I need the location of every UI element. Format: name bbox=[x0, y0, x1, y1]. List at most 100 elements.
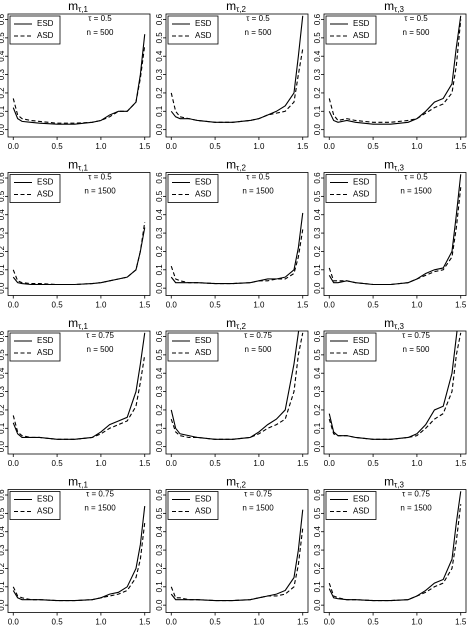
y-tick-label: 0.1 bbox=[0, 422, 6, 434]
series-line bbox=[170, 15, 304, 123]
legend-label: ASD bbox=[195, 31, 212, 40]
y-tick-label: 0.3 bbox=[313, 385, 322, 397]
series-line bbox=[170, 509, 304, 602]
y-tick-label: 0.6 bbox=[0, 13, 6, 25]
legend-label: ESD bbox=[353, 19, 370, 28]
plot-frame bbox=[7, 172, 151, 296]
title-subscript: τ,3 bbox=[394, 164, 404, 173]
series-line bbox=[12, 221, 146, 286]
y-tick-label: 0.5 bbox=[313, 507, 322, 519]
plot-frame bbox=[165, 330, 309, 455]
x-tick-label: 0.0 bbox=[8, 618, 20, 627]
y-tick-label: 0.3 bbox=[313, 227, 322, 239]
title-main: m bbox=[384, 316, 394, 330]
plot-frame bbox=[323, 13, 467, 138]
y-tick-label: 0.4 bbox=[155, 367, 164, 379]
y-tick-label: 0.4 bbox=[313, 367, 322, 379]
annotation: τ = 0.75 bbox=[402, 490, 430, 499]
panel-title: mτ,2 bbox=[226, 316, 246, 331]
plot-frame bbox=[323, 489, 467, 613]
series-line bbox=[328, 491, 462, 602]
y-tick-label: 0.3 bbox=[313, 68, 322, 80]
annotation: τ = 0.5 bbox=[246, 14, 270, 23]
legend-label: ESD bbox=[353, 495, 370, 504]
legend-label: ESD bbox=[195, 495, 212, 504]
title-subscript: τ,3 bbox=[394, 481, 404, 490]
title-main: m bbox=[226, 0, 236, 13]
y-tick-label: 0.6 bbox=[313, 330, 322, 342]
title-subscript: τ,3 bbox=[394, 322, 404, 331]
annotation: τ = 0.5 bbox=[88, 173, 112, 182]
y-tick-label: 0.6 bbox=[0, 172, 6, 184]
y-tick-label: 0.0 bbox=[155, 441, 164, 453]
x-tick-label: 1.5 bbox=[297, 618, 309, 627]
x-tick-label: 0.0 bbox=[166, 618, 178, 627]
y-tick-label: 0.6 bbox=[313, 172, 322, 184]
y-tick-label: 0.3 bbox=[0, 385, 6, 397]
legend-box bbox=[325, 332, 377, 362]
panel: mτ,2 0.0 0.1 0.2 0.3 0.4 0.5 0.6 0.0 0.5 1.0 1.5 ESD… bbox=[155, 0, 309, 151]
x-tick-label: 0.5 bbox=[210, 459, 222, 468]
plot-frame bbox=[7, 489, 151, 613]
series-line bbox=[170, 527, 304, 602]
y-tick-label: 0.2 bbox=[313, 562, 322, 574]
x-tick-label: 1.0 bbox=[95, 142, 107, 151]
legend-label: ASD bbox=[195, 190, 212, 199]
x-tick-label: 1.5 bbox=[139, 459, 151, 468]
y-tick-label: 0.0 bbox=[313, 282, 322, 294]
y-tick-label: 0.5 bbox=[155, 507, 164, 519]
panel-title: mτ,1 bbox=[68, 316, 88, 331]
x-tick-label: 1.0 bbox=[95, 301, 107, 310]
legend-box bbox=[9, 491, 61, 520]
y-tick-label: 0.6 bbox=[313, 489, 322, 501]
x-tick-label: 1.0 bbox=[411, 142, 423, 151]
x-tick-label: 0.5 bbox=[210, 301, 222, 310]
title-subscript: τ,3 bbox=[394, 5, 404, 14]
y-tick-label: 0.5 bbox=[0, 349, 6, 361]
series-line bbox=[328, 19, 462, 123]
series-line bbox=[12, 45, 146, 124]
panel: mτ,1 0.0 0.1 0.2 0.3 0.4 0.5 0.6 0.0 0.5 1.0 1.5 ESD… bbox=[0, 0, 151, 151]
plot-frame bbox=[165, 489, 309, 613]
x-tick-label: 1.0 bbox=[253, 618, 265, 627]
legend-label: ASD bbox=[195, 348, 212, 357]
y-tick-label: 0.3 bbox=[313, 544, 322, 556]
y-tick-label: 0.2 bbox=[155, 245, 164, 257]
annotation: n = 500 bbox=[87, 345, 114, 354]
panel: mτ,1 0.0 0.1 0.2 0.3 0.4 0.5 0.6 0.0 0.5 1.0 1.5 ESD… bbox=[0, 316, 151, 468]
annotation: n = 1500 bbox=[242, 187, 274, 196]
x-tick-label: 0.5 bbox=[210, 142, 222, 151]
series-line bbox=[170, 331, 300, 440]
x-tick-label: 0.5 bbox=[52, 618, 64, 627]
legend-label: ASD bbox=[195, 507, 212, 516]
x-tick-label: 1.5 bbox=[297, 459, 309, 468]
x-tick-label: 1.0 bbox=[253, 301, 265, 310]
y-tick-label: 0.3 bbox=[155, 385, 164, 397]
series-line bbox=[328, 504, 462, 602]
panel-title: mτ,2 bbox=[226, 158, 246, 173]
y-tick-label: 0.4 bbox=[313, 209, 322, 221]
legend-label: ESD bbox=[353, 178, 370, 187]
title-subscript: τ,1 bbox=[78, 322, 88, 331]
panel: mτ,3 0.0 0.1 0.2 0.3 0.4 0.5 0.6 0.0 0.5 1.0 1.5 ESD… bbox=[313, 158, 467, 310]
annotation: n = 1500 bbox=[400, 187, 432, 196]
legend-label: ESD bbox=[37, 19, 54, 28]
y-tick-label: 0.1 bbox=[0, 264, 6, 276]
panel-title: mτ,3 bbox=[384, 158, 404, 173]
series-line bbox=[328, 15, 462, 125]
panel: mτ,2 0.0 0.1 0.2 0.3 0.4 0.5 0.6 0.0 0.5 1.0 1.5 ESD… bbox=[155, 316, 309, 468]
x-tick-label: 1.0 bbox=[411, 301, 423, 310]
y-tick-label: 0.2 bbox=[155, 404, 164, 416]
panel: mτ,2 0.0 0.1 0.2 0.3 0.4 0.5 0.6 0.0 0.5 1.0 1.5 ESD… bbox=[155, 158, 309, 310]
legend-box bbox=[325, 491, 377, 520]
title-main: m bbox=[226, 475, 236, 489]
x-tick-label: 0.0 bbox=[324, 459, 336, 468]
panel: mτ,2 0.0 0.1 0.2 0.3 0.4 0.5 0.6 0.0 0.5 1.0 1.5 ESD… bbox=[155, 475, 309, 627]
series-line bbox=[170, 332, 304, 440]
legend-box bbox=[9, 174, 61, 203]
y-tick-label: 0.2 bbox=[0, 87, 6, 99]
y-tick-label: 0.5 bbox=[313, 32, 322, 44]
title-subscript: τ,2 bbox=[236, 322, 246, 331]
x-tick-label: 1.0 bbox=[95, 618, 107, 627]
